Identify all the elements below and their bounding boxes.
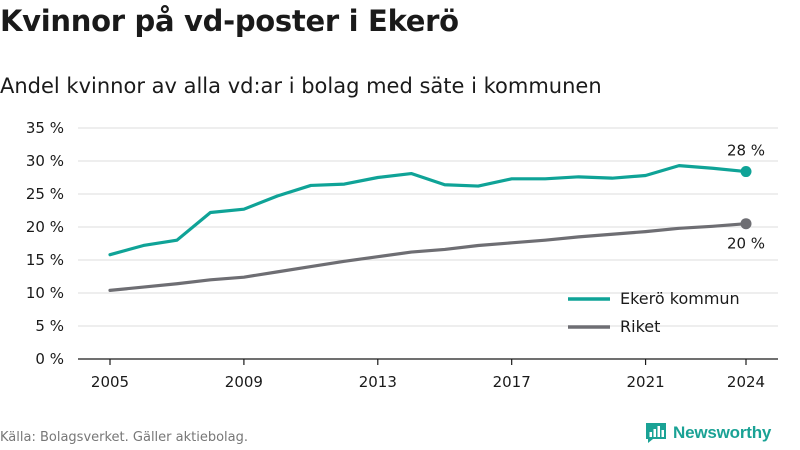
- legend-label: Ekerö kommun: [620, 289, 740, 308]
- source-note: Källa: Bolagsverket. Gäller aktiebolag.: [0, 430, 249, 445]
- legend: Ekerö kommun Riket: [568, 289, 740, 336]
- series-line: [108, 222, 748, 292]
- series-lines: [108, 164, 748, 292]
- x-axis-ticks: 2005 2009 2013 2017 2021 2024: [91, 359, 765, 391]
- y-tick-label: 15 %: [26, 251, 64, 269]
- y-tick-label: 0 %: [35, 350, 64, 368]
- x-tick-label: 2024: [727, 373, 765, 391]
- y-tick-label: 25 %: [26, 185, 64, 203]
- y-tick-label: 30 %: [26, 152, 64, 170]
- y-tick-label: 5 %: [35, 317, 64, 335]
- y-axis-ticks: 0 % 5 % 10 % 15 % 20 % 25 % 30 % 35 %: [26, 119, 64, 368]
- gridlines: [78, 127, 778, 360]
- y-tick-label: 20 %: [26, 218, 64, 236]
- newsworthy-logo-icon: [646, 423, 666, 443]
- brand: Newsworthy: [644, 420, 771, 446]
- x-tick-label: 2013: [359, 373, 397, 391]
- legend-label: Riket: [620, 317, 660, 336]
- end-point-marker: [740, 166, 752, 178]
- chart-title: Kvinnor på vd-poster i Ekerö: [0, 4, 459, 38]
- brand-name: Newsworthy: [673, 423, 772, 442]
- x-tick-label: 2005: [91, 373, 129, 391]
- y-tick-label: 35 %: [26, 119, 64, 137]
- end-value-label: 28 %: [727, 142, 765, 160]
- x-tick-label: 2017: [493, 373, 531, 391]
- series-line: [108, 164, 748, 257]
- y-tick-label: 10 %: [26, 284, 64, 302]
- end-markers: 28 % 20 %: [727, 142, 765, 253]
- x-tick-label: 2009: [225, 373, 263, 391]
- chart-subtitle: Andel kvinnor av alla vd:ar i bolag med …: [0, 74, 602, 98]
- line-chart: 0 %5 %10 %15 %20 %25 %30 %35 % 2005 2009 2…: [26, 119, 778, 391]
- end-value-label: 20 %: [727, 235, 765, 253]
- end-point-marker: [740, 218, 752, 230]
- x-tick-label: 2021: [626, 373, 664, 391]
